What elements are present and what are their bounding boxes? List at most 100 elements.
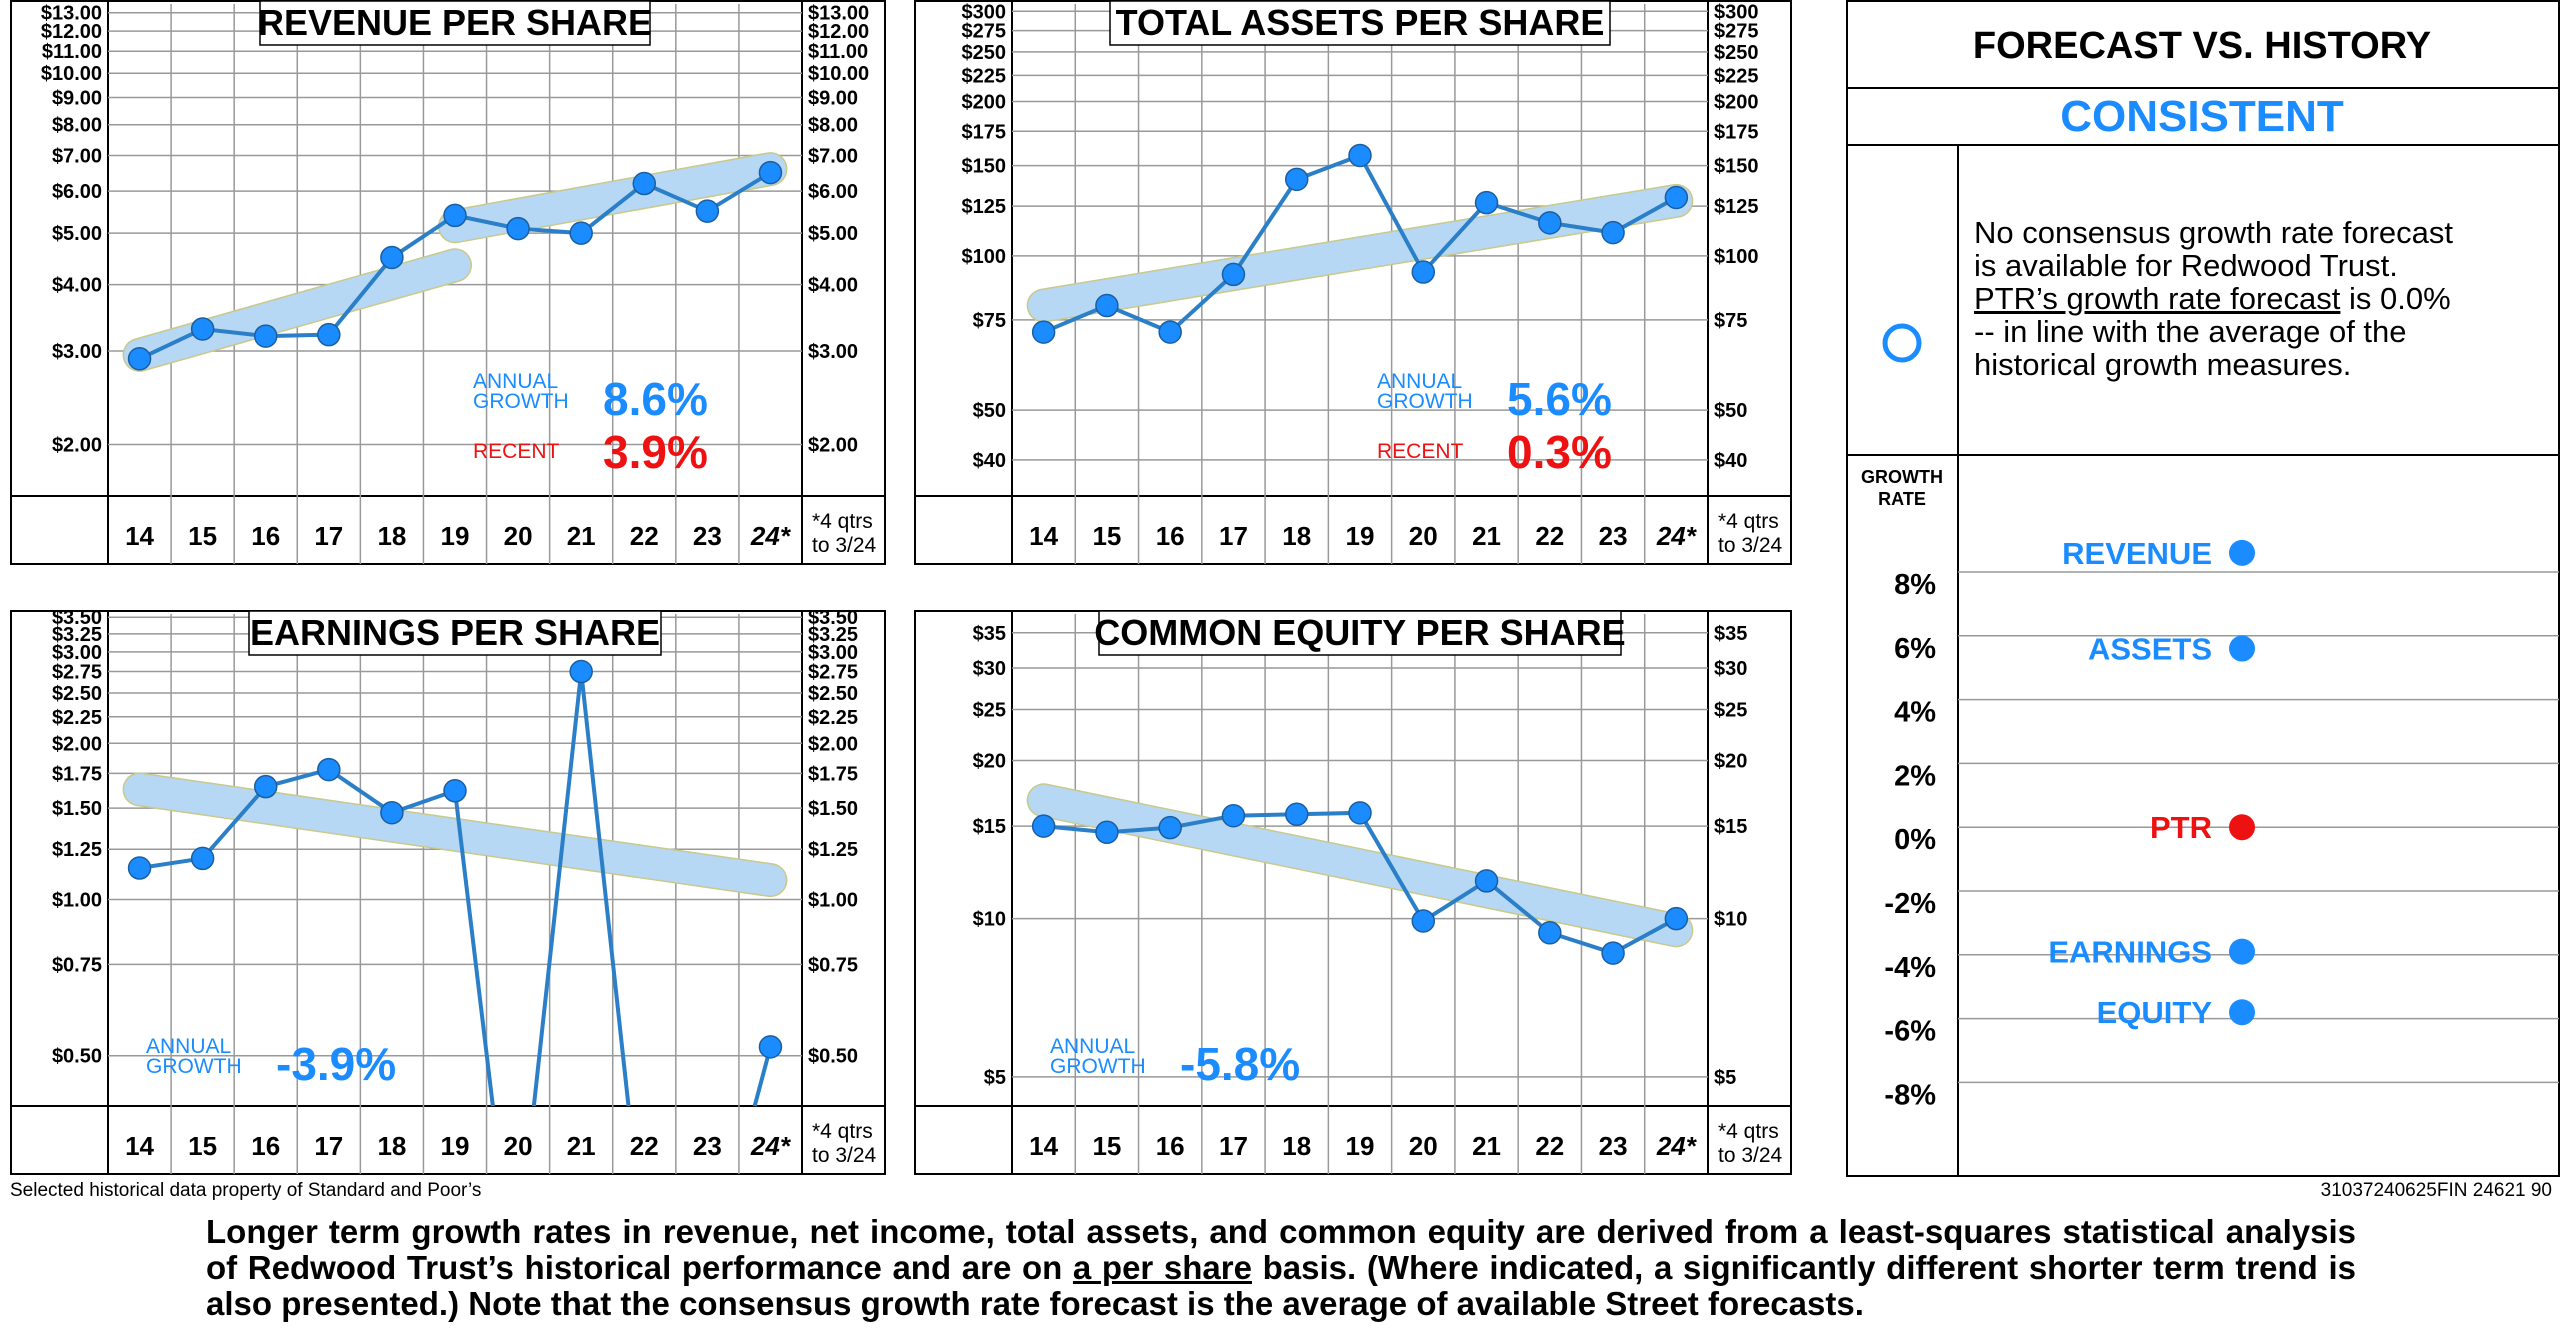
y-tick-label-left: $5.00 xyxy=(52,223,102,245)
x-tick-label: 19 xyxy=(441,1131,470,1161)
annual-growth-label: ANNUAL xyxy=(1377,370,1462,393)
y-tick-label-left: $3.00 xyxy=(52,642,102,664)
data-point xyxy=(1221,262,1246,287)
trend-band xyxy=(124,773,786,896)
data-point xyxy=(1538,921,1562,945)
x-tick-label: 14 xyxy=(1029,521,1058,551)
y-tick-label-left: $10 xyxy=(973,909,1006,931)
y-tick-label-right: $8.00 xyxy=(808,115,858,137)
common-equity-per-share-chart: $35 $35 $30 $30 $25 $25 $20 $20 $15 $15 $10 $10 $5 $5… xyxy=(914,610,1792,1175)
forecast-status: CONSISTENT xyxy=(2060,92,2344,141)
growth-tick-label: 6% xyxy=(1894,633,1936,665)
y-tick-label-right: $3.50 xyxy=(808,610,858,629)
data-point xyxy=(569,221,593,245)
forecast-text-line5: historical growth measures. xyxy=(1974,347,2352,382)
x-tick-label: 19 xyxy=(1346,1131,1375,1161)
y-tick-label-right: $150 xyxy=(1714,156,1759,178)
x-tick-label: 22 xyxy=(630,521,659,551)
data-point xyxy=(569,659,593,684)
y-tick-label-left: $2.50 xyxy=(52,683,102,705)
data-point xyxy=(380,800,404,825)
data-point xyxy=(758,1035,783,1059)
x-tick-label: 16 xyxy=(251,521,280,551)
forecast-text-line2: is available for Redwood Trust. xyxy=(1974,248,2398,283)
data-point xyxy=(1031,320,1056,344)
y-tick-label-left: $1.75 xyxy=(52,763,102,785)
y-tick-label-left: $5 xyxy=(984,1067,1006,1089)
annual-growth-label: ANNUAL xyxy=(473,370,558,393)
x-tick-label: 17 xyxy=(1219,1131,1248,1161)
chart-title: TOTAL ASSETS PER SHARE xyxy=(1116,2,1605,43)
data-point xyxy=(758,160,783,185)
x-tick-label: 23 xyxy=(693,521,722,551)
x-axis-note: to 3/24 xyxy=(812,534,877,557)
y-tick-label-right: $11.00 xyxy=(808,41,868,63)
y-tick-label-left: $15 xyxy=(973,816,1006,838)
data-point xyxy=(1601,220,1625,245)
revenue-per-share-chart: $13.00 $13.00$12.00 $12.00$11.00 $11.00$10.… xyxy=(10,0,886,565)
x-tick-label: 18 xyxy=(1282,1131,1311,1161)
x-axis-note: *4 qtrs xyxy=(812,510,873,533)
y-tick-label-right: $2.50 xyxy=(808,683,858,705)
y-tick-label-right: $1.25 xyxy=(808,839,858,861)
y-tick-label-left: $2.25 xyxy=(52,707,102,729)
y-tick-label-right: $2.75 xyxy=(808,662,858,684)
y-tick-label-left: $10.00 xyxy=(41,63,102,85)
y-tick-label-right: $1.50 xyxy=(808,798,858,820)
data-point xyxy=(1284,802,1309,827)
x-tick-label: 20 xyxy=(1409,521,1438,551)
y-tick-label-right: $9.00 xyxy=(808,88,858,110)
y-tick-label-left: $300 xyxy=(962,1,1007,23)
data-point xyxy=(190,317,215,341)
x-tick-label: 21 xyxy=(1472,1131,1501,1161)
annual-growth-label: GROWTH xyxy=(1377,390,1473,413)
recent-growth-label: RECENT xyxy=(473,440,560,463)
growth-tick-label: 8% xyxy=(1894,569,1936,601)
x-tick-label: 18 xyxy=(377,521,406,551)
y-tick-label-left: $225 xyxy=(962,65,1007,87)
chart-title-box xyxy=(1098,610,1622,656)
y-tick-label-right: $15 xyxy=(1714,816,1747,838)
y-tick-label-right: $125 xyxy=(1714,196,1759,218)
growth-tick-label: -2% xyxy=(1884,888,1936,920)
chart-title-box xyxy=(1109,0,1611,46)
growth-marker-label: EARNINGS xyxy=(2048,935,2212,970)
y-tick-label-left: $2.75 xyxy=(52,662,102,684)
y-tick-label-right: $50 xyxy=(1714,400,1747,422)
y-tick-label-left: $30 xyxy=(973,658,1006,680)
y-tick-label-left: $275 xyxy=(962,21,1007,43)
y-tick-label-left: $6.00 xyxy=(52,181,102,203)
y-tick-label-left: $1.50 xyxy=(52,798,102,820)
x-tick-label: 16 xyxy=(1156,1131,1185,1161)
y-tick-label-right: $25 xyxy=(1714,700,1747,722)
y-tick-label-right: $7.00 xyxy=(808,146,858,168)
data-point xyxy=(1664,906,1689,931)
x-axis-note: to 3/24 xyxy=(812,1144,877,1167)
data-point xyxy=(253,324,278,348)
recent-growth-value: 3.9% xyxy=(603,426,708,478)
y-tick-label-right: $3.25 xyxy=(808,624,858,646)
annual-growth-label: ANNUAL xyxy=(1050,1035,1135,1058)
growth-marker-label: PTR xyxy=(2150,810,2212,845)
growth-marker-label: ASSETS xyxy=(2088,632,2212,667)
y-tick-label-left: $20 xyxy=(973,750,1006,772)
growth-rate-axis-title: GROWTH xyxy=(1861,467,1943,487)
x-tick-label: 15 xyxy=(1092,1131,1121,1161)
y-tick-label-right: $100 xyxy=(1714,246,1759,268)
data-point xyxy=(1601,941,1625,965)
x-tick-label: 17 xyxy=(314,521,343,551)
y-tick-label-right: $0.75 xyxy=(808,954,858,976)
y-tick-label-left: $13.00 xyxy=(41,3,102,25)
y-tick-label-right: $4.00 xyxy=(808,275,858,297)
data-point xyxy=(1538,211,1562,235)
y-tick-label-right: $1.00 xyxy=(808,890,858,912)
x-tick-label: 23 xyxy=(693,1131,722,1161)
ptr-forecast-value-text: is 0.0% xyxy=(2340,281,2451,316)
y-tick-label-left: $1.00 xyxy=(52,890,102,912)
y-tick-label-left: $150 xyxy=(962,156,1007,178)
y-tick-label-right: $30 xyxy=(1714,658,1747,680)
y-tick-label-left: $175 xyxy=(962,121,1007,143)
x-axis-note: *4 qtrs xyxy=(812,1120,873,1143)
x-tick-label: 15 xyxy=(1092,521,1121,551)
data-point xyxy=(506,216,530,241)
